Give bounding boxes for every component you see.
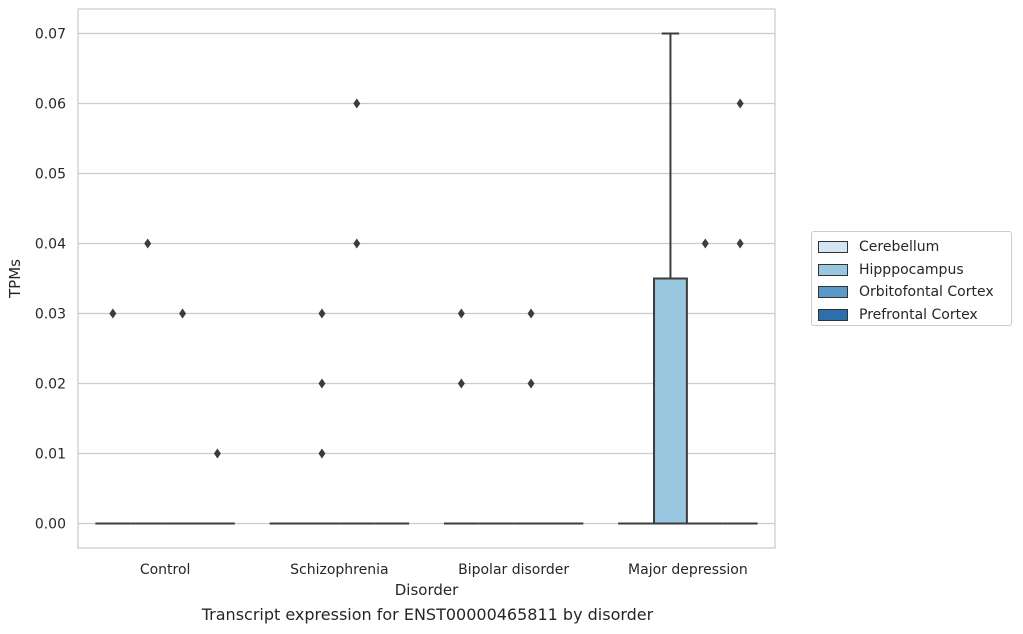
outlier-point [353,238,361,249]
x-tick-label: Schizophrenia [290,562,388,578]
outlier-point [701,238,709,249]
legend-swatch [818,241,848,254]
gridlines [78,32,775,525]
outlier-point [527,378,535,389]
y-tick-label: 0.00 [35,517,66,533]
outlier-point [457,308,465,319]
outlier-point [213,448,221,459]
plot-frame [77,8,776,549]
outlier-point [353,98,361,109]
outlier-point [179,308,187,319]
legend-label: Hipppocampus [859,261,964,278]
x-tick-label: Control [140,562,191,578]
legend-swatch [818,286,848,299]
legend-swatch [818,308,848,321]
outlier-point [109,308,117,319]
legend-item: Hipppocampus [818,259,1005,282]
boxes [95,32,758,525]
outlier-point [527,308,535,319]
chart-caption: Transcript expression for ENST0000046581… [201,605,654,624]
legend-label: Cerebellum [859,239,940,256]
x-axis-ticks: Control Schizophrenia Bipolar disorder Majo… [140,562,748,578]
outlier-point [318,448,326,459]
y-axis-label: TPMs [6,259,24,299]
outlier-point [144,238,152,249]
y-tick-label: 0.03 [35,307,66,323]
outlier-point [457,378,465,389]
outlier-point [736,98,744,109]
outlier-point [736,238,744,249]
y-tick-label: 0.05 [35,167,66,183]
outlier-point [318,378,326,389]
legend-item: Cerebellum [818,236,1005,259]
box [653,277,688,525]
outliers [109,98,744,459]
legend: Cerebellum Hipppocampus Orbitofontal Corte… [811,231,1012,326]
legend-item: Prefrontal Cortex [818,304,1005,327]
y-tick-label: 0.07 [35,27,66,43]
y-tick-label: 0.04 [35,237,66,253]
y-tick-label: 0.02 [35,377,66,393]
legend-item: Orbitofontal Cortex [818,281,1005,304]
y-tick-label: 0.06 [35,97,66,113]
y-tick-label: 0.01 [35,447,66,463]
x-axis-label: Disorder [395,581,459,599]
outlier-point [318,308,326,319]
legend-swatch [818,263,848,276]
legend-label: Orbitofontal Cortex [859,284,994,301]
legend-label: Prefrontal Cortex [859,306,978,323]
y-axis-ticks: 0.00 0.01 0.02 0.03 0.04 0.05 0.06 0.07 [35,27,66,533]
x-tick-label: Major depression [628,562,748,578]
x-tick-label: Bipolar disorder [458,562,569,578]
